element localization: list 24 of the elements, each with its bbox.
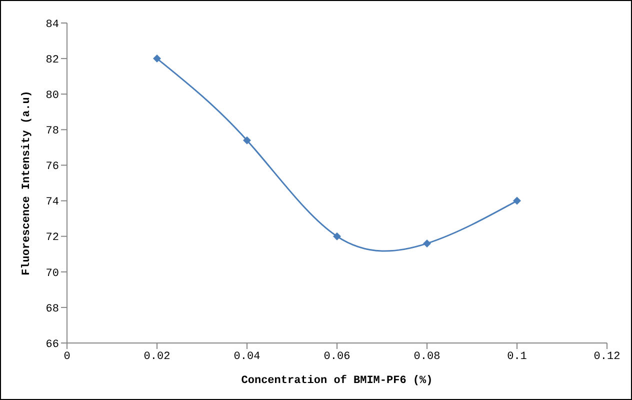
y-tick-label: 74: [46, 196, 60, 209]
y-tick-label: 66: [46, 338, 59, 351]
y-tick-label: 84: [46, 18, 60, 31]
point: [513, 196, 521, 205]
y-tick-label: 82: [46, 54, 59, 66]
point: [243, 136, 251, 144]
point: [153, 54, 161, 63]
y-tick-label: 68: [46, 303, 59, 316]
x-tick-label: 0.1: [507, 350, 528, 363]
x-tick-label: 0.06: [324, 350, 350, 363]
y-tick-label: 72: [46, 232, 59, 244]
x-tick-label: 0.04: [234, 350, 261, 363]
point: [333, 232, 341, 240]
x-tick-label: 0.12: [594, 350, 620, 363]
x-tick-label: 0: [64, 350, 70, 363]
y-axis-title: Fluorescence Intensity (a.u): [20, 90, 33, 276]
y-tick-label: 80: [46, 90, 59, 102]
x-axis-title: Concentration of BMIM-PF6 (%): [241, 374, 433, 387]
point: [423, 239, 431, 248]
y-tick-label: 70: [46, 268, 59, 280]
x-tick-label: 0.08: [414, 350, 440, 363]
y-tick-label: 78: [46, 126, 59, 138]
y-tick-label: 76: [46, 161, 59, 174]
x-tick-label: 0.02: [144, 350, 170, 363]
